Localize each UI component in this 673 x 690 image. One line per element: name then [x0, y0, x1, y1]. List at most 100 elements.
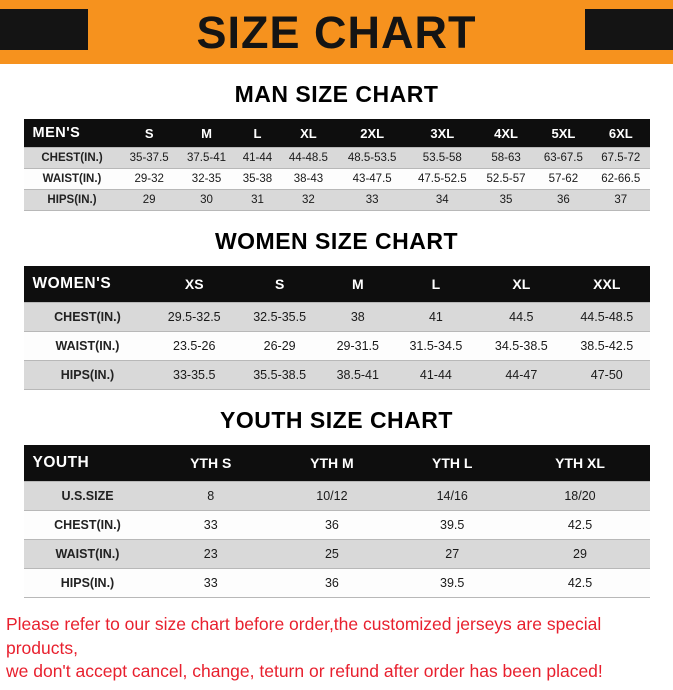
size-header-cell: 5XL: [534, 119, 593, 148]
table-row: WAIST(IN.) 29-32 32-35 35-38 38-43 43-47.5 47.…: [23, 168, 650, 190]
value-cell: 52.5-57: [477, 168, 535, 190]
value-cell: 35: [477, 189, 535, 211]
value-cell: 26-29: [236, 331, 323, 361]
disclaimer-line-1: Please refer to our size chart before or…: [6, 614, 602, 658]
row-label-cell: WAIST(IN.): [23, 331, 152, 361]
size-header-cell: XXL: [564, 266, 650, 303]
value-cell: 62-66.5: [592, 168, 650, 190]
row-label-cell: HIPS(IN.): [23, 360, 152, 390]
value-cell: 8: [151, 481, 270, 511]
value-cell: 38.5-42.5: [564, 331, 650, 361]
row-label-cell: HIPS(IN.): [23, 189, 121, 211]
table-row: CHEST(IN.) 33 36 39.5 42.5: [23, 510, 650, 540]
youth-section-heading: YOUTH SIZE CHART: [220, 407, 453, 433]
size-header-cell: L: [393, 266, 479, 303]
value-cell: 44-48.5: [279, 147, 338, 169]
table-row: HIPS(IN.) 33-35.5 35.5-38.5 38.5-41 41-44 44-…: [23, 360, 650, 390]
value-cell: 44.5: [478, 302, 565, 332]
value-cell: 42.5: [510, 568, 650, 598]
size-header-cell: S: [120, 119, 178, 148]
table-title-cell: YOUTH: [23, 445, 152, 482]
value-cell: 58-63: [477, 147, 535, 169]
value-cell: 30: [177, 189, 236, 211]
disclaimer-line-2: we don't accept cancel, change, teturn o…: [6, 661, 603, 682]
value-cell: 37.5-41: [177, 147, 236, 169]
table-row: U.S.SIZE 8 10/12 14/16 18/20: [23, 481, 650, 511]
size-header-cell: M: [177, 119, 236, 148]
table-header-row: WOMEN'S XS S M L XL XXL: [23, 266, 650, 303]
women-section-heading: WOMEN SIZE CHART: [214, 228, 459, 254]
value-cell: 47-50: [564, 360, 650, 390]
row-label-cell: U.S.SIZE: [23, 481, 152, 511]
value-cell: 23.5-26: [151, 331, 237, 361]
value-cell: 35-37.5: [120, 147, 178, 169]
value-cell: 10/12: [269, 481, 394, 511]
value-cell: 29-31.5: [322, 331, 394, 361]
value-cell: 33: [151, 510, 270, 540]
size-chart-sections: MAN SIZE CHART MEN'S S M L XL 2XL 3XL 4XL 5XL 6XL C…: [0, 81, 673, 598]
banner-left-black-bar: [0, 9, 88, 50]
value-cell: 32.5-35.5: [236, 302, 323, 332]
size-header-cell: XL: [279, 119, 338, 148]
size-header-cell: YTH M: [269, 445, 394, 482]
size-header-cell: YTH S: [151, 445, 270, 482]
row-label-cell: HIPS(IN.): [23, 568, 152, 598]
row-label-cell: WAIST(IN.): [23, 539, 152, 569]
value-cell: 48.5-53.5: [337, 147, 408, 169]
table-row: HIPS(IN.) 29 30 31 32 33 34 35 36 37: [23, 189, 650, 211]
value-cell: 41: [393, 302, 479, 332]
value-cell: 25: [269, 539, 394, 569]
value-cell: 67.5-72: [592, 147, 650, 169]
value-cell: 29: [120, 189, 178, 211]
value-cell: 36: [534, 189, 593, 211]
value-cell: 34: [407, 189, 478, 211]
value-cell: 36: [269, 510, 394, 540]
size-header-cell: 3XL: [407, 119, 478, 148]
women-size-table: WOMEN'S XS S M L XL XXL CHEST(IN.) 29.5-32.5 32.5…: [23, 266, 650, 390]
section-women: WOMEN SIZE CHART WOMEN'S XS S M L XL XXL CHEST(I…: [0, 228, 673, 390]
value-cell: 14/16: [393, 481, 511, 511]
banner: SIZE CHART: [0, 0, 673, 64]
table-row: WAIST(IN.) 23 25 27 29: [23, 539, 650, 569]
size-header-cell: S: [236, 266, 323, 303]
table-row: WAIST(IN.) 23.5-26 26-29 29-31.5 31.5-34.5 34…: [23, 331, 650, 361]
value-cell: 33: [337, 189, 408, 211]
men-size-table: MEN'S S M L XL 2XL 3XL 4XL 5XL 6XL CHEST(IN.) 35-37…: [23, 119, 650, 211]
value-cell: 53.5-58: [407, 147, 478, 169]
value-cell: 32-35: [177, 168, 236, 190]
value-cell: 35-38: [235, 168, 280, 190]
value-cell: 32: [279, 189, 338, 211]
row-label-cell: CHEST(IN.): [23, 302, 152, 332]
value-cell: 47.5-52.5: [407, 168, 478, 190]
value-cell: 35.5-38.5: [236, 360, 323, 390]
table-row: CHEST(IN.) 35-37.5 37.5-41 41-44 44-48.5 48.5…: [23, 147, 650, 169]
value-cell: 44.5-48.5: [564, 302, 650, 332]
size-header-cell: 4XL: [477, 119, 535, 148]
value-cell: 38.5-41: [322, 360, 394, 390]
size-header-cell: M: [322, 266, 394, 303]
value-cell: 31: [235, 189, 280, 211]
row-label-cell: WAIST(IN.): [23, 168, 121, 190]
banner-right-black-bar: [585, 9, 673, 50]
value-cell: 41-44: [235, 147, 280, 169]
value-cell: 38: [322, 302, 394, 332]
value-cell: 39.5: [393, 510, 511, 540]
value-cell: 27: [393, 539, 511, 569]
table-row: CHEST(IN.) 29.5-32.5 32.5-35.5 38 41 44.5 44.5…: [23, 302, 650, 332]
table-title-cell: MEN'S: [23, 119, 121, 148]
value-cell: 29-32: [120, 168, 178, 190]
size-header-cell: L: [235, 119, 280, 148]
value-cell: 33: [151, 568, 270, 598]
page-title: SIZE CHART: [196, 6, 477, 58]
table-header-row: MEN'S S M L XL 2XL 3XL 4XL 5XL 6XL: [23, 119, 650, 148]
value-cell: 39.5: [393, 568, 511, 598]
value-cell: 33-35.5: [151, 360, 237, 390]
value-cell: 23: [151, 539, 270, 569]
men-section-heading: MAN SIZE CHART: [234, 81, 439, 107]
value-cell: 31.5-34.5: [393, 331, 479, 361]
value-cell: 29.5-32.5: [151, 302, 237, 332]
table-row: HIPS(IN.) 33 36 39.5 42.5: [23, 568, 650, 598]
value-cell: 38-43: [279, 168, 338, 190]
section-men: MAN SIZE CHART MEN'S S M L XL 2XL 3XL 4XL 5XL 6XL C…: [0, 81, 673, 211]
